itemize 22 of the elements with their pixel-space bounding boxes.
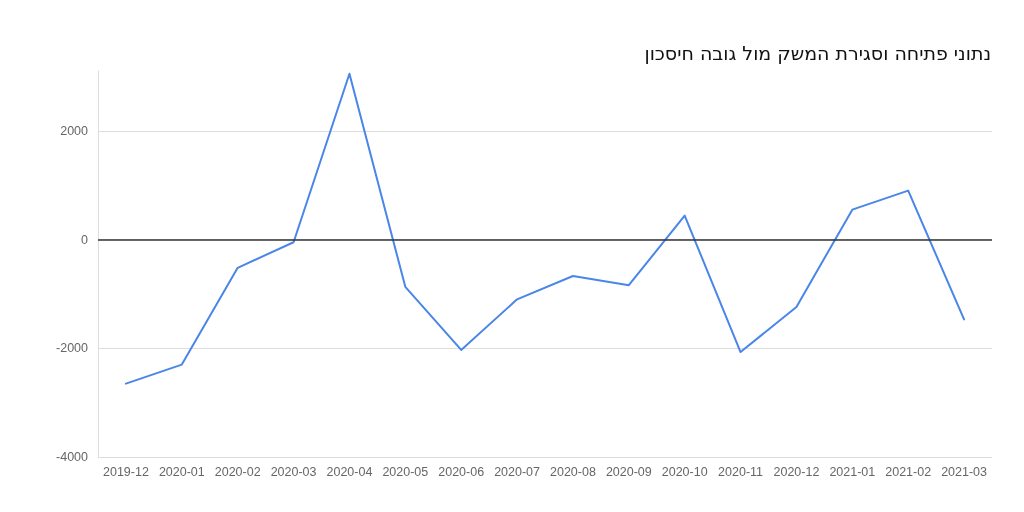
x-tick-label: 2021-01 <box>829 464 876 479</box>
x-tick-label: 2021-03 <box>941 464 988 479</box>
x-tick-label: 2020-03 <box>270 464 317 479</box>
x-tick-label: 2020-01 <box>158 464 205 479</box>
x-tick-label: 2020-02 <box>214 464 261 479</box>
chart-title: נתוני פתיחה וסגירת המשק מול גובה חיסכון <box>644 41 991 64</box>
x-tick-label: 2020-05 <box>382 464 429 479</box>
x-tick-label: 2020-10 <box>661 464 708 479</box>
x-tick-label: 2020-12 <box>773 464 820 479</box>
x-tick-label: 2020-04 <box>326 464 373 479</box>
y-tick-label: 2000 <box>60 123 89 138</box>
y-tick-label: 0 <box>81 232 89 247</box>
y-tick-label: -2000 <box>56 341 89 356</box>
line-series <box>124 72 966 385</box>
x-tick-label: 2020-11 <box>718 464 764 479</box>
x-tick-label: 2020-09 <box>605 464 652 479</box>
x-tick-label: 2020-08 <box>550 464 596 479</box>
x-tick-label: 2020-07 <box>494 464 541 479</box>
y-tick-label: -4000 <box>56 450 89 464</box>
x-tick-label: 2021-02 <box>885 464 932 479</box>
x-tick-label: 2020-06 <box>438 464 485 479</box>
x-tick-label: 2019-12 <box>103 464 149 479</box>
